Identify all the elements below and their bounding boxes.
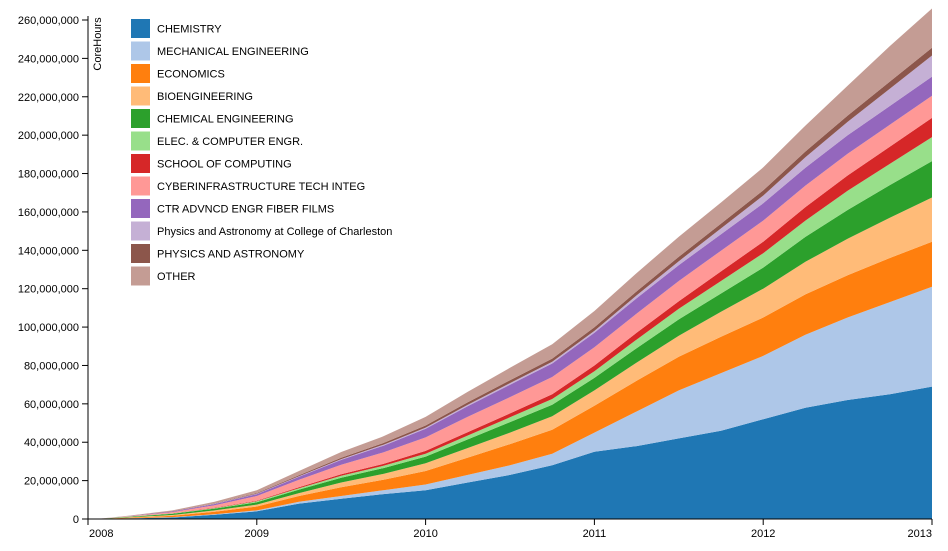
legend-label: CHEMISTRY <box>157 24 222 36</box>
legend-item: SCHOOL OF COMPUTING <box>131 154 292 173</box>
legend-swatch <box>131 221 150 241</box>
x-tick-label: 2012 <box>751 528 775 540</box>
legend-item: PHYSICS AND ASTRONOMY <box>131 244 305 263</box>
legend-item: CYBERINFRASTRUCTURE TECH INTEG <box>131 176 365 196</box>
y-tick-label: 0 <box>73 514 79 526</box>
y-tick-label: 240,000,000 <box>18 53 79 65</box>
area-series-2 <box>96 241 932 519</box>
legend-swatch <box>131 199 150 218</box>
y-tick-label: 140,000,000 <box>18 245 79 257</box>
legend-label: OTHER <box>157 271 196 283</box>
legend-swatch <box>131 266 150 286</box>
x-tick-label: 2011 <box>583 528 607 540</box>
legend-item: BIOENGINEERING <box>131 86 253 106</box>
legend-item: OTHER <box>131 266 196 286</box>
legend-swatch <box>131 154 150 173</box>
y-tick-label: 120,000,000 <box>18 284 79 296</box>
legend-swatch <box>131 131 150 151</box>
legend-label: ELEC. & COMPUTER ENGR. <box>157 136 303 148</box>
legend-label: CYBERINFRASTRUCTURE TECH INTEG <box>157 181 365 193</box>
y-axis-label: CoreHours <box>92 17 104 71</box>
x-tick-label: 2010 <box>413 528 437 540</box>
legend-label: CTR ADVNCD ENGR FIBER FILMS <box>157 204 334 216</box>
legend-label: CHEMICAL ENGINEERING <box>157 114 294 126</box>
legend-label: ECONOMICS <box>157 69 225 81</box>
y-tick-label: 160,000,000 <box>18 207 79 219</box>
legend-swatch <box>131 244 150 263</box>
legend-label: SCHOOL OF COMPUTING <box>157 159 292 171</box>
legend-swatch <box>131 64 150 83</box>
y-tick-label: 20,000,000 <box>24 476 79 488</box>
legend-item: MECHANICAL ENGINEERING <box>131 41 309 61</box>
legend-swatch <box>131 41 150 61</box>
legend-item: Physics and Astronomy at College of Char… <box>131 221 392 241</box>
legend-label: PHYSICS AND ASTRONOMY <box>157 249 305 261</box>
area-layer <box>96 8 932 520</box>
legend-item: CHEMICAL ENGINEERING <box>131 109 294 128</box>
legend-label: MECHANICAL ENGINEERING <box>157 46 309 58</box>
area-series-0 <box>96 386 932 519</box>
legend-swatch <box>131 176 150 196</box>
x-axis: 2008 2009 2010 2011 2012 2013 <box>87 518 933 540</box>
y-tick-label: 40,000,000 <box>24 437 79 449</box>
y-tick-label: 200,000,000 <box>18 130 79 142</box>
y-tick-label: 80,000,000 <box>24 360 79 372</box>
legend-item: CTR ADVNCD ENGR FIBER FILMS <box>131 199 334 218</box>
legend: CHEMISTRY MECHANICAL ENGINEERING ECONOMICS… <box>131 19 392 286</box>
legend-label: Physics and Astronomy at College of Char… <box>157 226 392 238</box>
y-tick-label: 60,000,000 <box>24 399 79 411</box>
x-tick-label: 2013 <box>908 528 932 540</box>
x-tick-label: 2008 <box>89 528 113 540</box>
legend-swatch <box>131 19 150 38</box>
x-tick-label: 2009 <box>245 528 269 540</box>
legend-item: CHEMISTRY <box>131 19 222 38</box>
legend-item: ELEC. & COMPUTER ENGR. <box>131 131 303 151</box>
y-tick-label: 100,000,000 <box>18 322 79 334</box>
y-tick-label: 180,000,000 <box>18 169 79 181</box>
legend-item: ECONOMICS <box>131 64 225 83</box>
legend-swatch <box>131 109 150 128</box>
legend-swatch <box>131 86 150 106</box>
y-axis: 0 20,000,000 40,000,000 60,000,000 80,000,00… <box>18 15 89 526</box>
y-tick-label: 220,000,000 <box>18 92 79 104</box>
area-series-1 <box>96 286 932 519</box>
y-tick-label: 260,000,000 <box>18 15 79 27</box>
legend-label: BIOENGINEERING <box>157 91 253 103</box>
